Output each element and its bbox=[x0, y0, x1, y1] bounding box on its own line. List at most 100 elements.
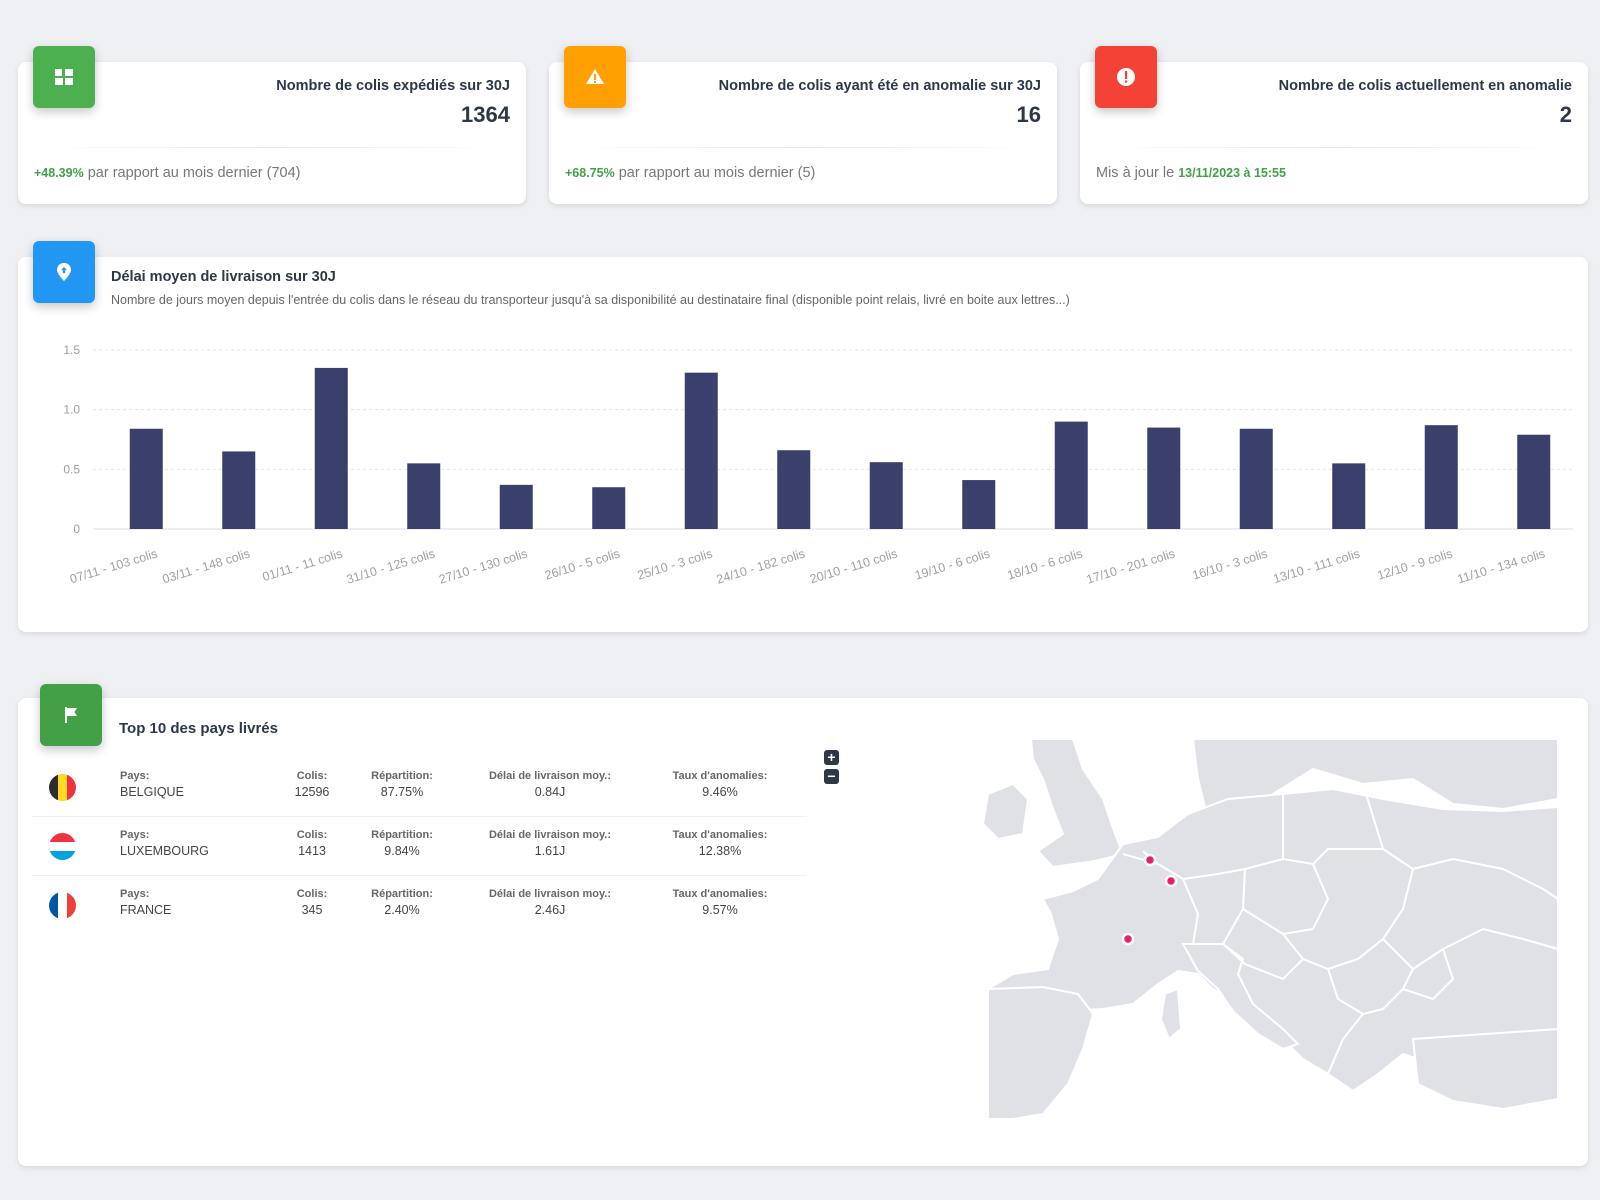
warning-icon bbox=[586, 69, 604, 84]
stat-updated-time: 13/11/2023 à 15:55 bbox=[1178, 166, 1286, 180]
country-parcels-label: Colis: bbox=[296, 888, 328, 900]
alert-circle-icon bbox=[1117, 68, 1135, 86]
chart-title: Délai moyen de livraison sur 30J bbox=[111, 269, 336, 285]
map-marker-luxembourg[interactable] bbox=[1164, 874, 1178, 888]
map-marker-france[interactable] bbox=[1121, 932, 1135, 946]
chart-ytick-label: 1.5 bbox=[63, 343, 80, 357]
country-flag-icon bbox=[49, 833, 76, 860]
stat-title: Nombre de colis actuellement en anomalie bbox=[1278, 78, 1572, 94]
country-anomaly-rate-cell: Taux d'anomalies: 9.57% bbox=[673, 888, 768, 917]
top-countries-card: Top 10 des pays livrés Pays: BELGIQUE Coli… bbox=[18, 684, 1588, 1166]
flag-icon bbox=[65, 707, 77, 723]
chart-xtick-label: 01/11 - 11 colis bbox=[261, 546, 344, 584]
chart-xtick-label: 03/11 - 148 colis bbox=[161, 546, 252, 586]
country-share-cell: Répartition: 2.40% bbox=[371, 888, 433, 917]
map-land-corsica bbox=[1159, 987, 1183, 1041]
stat-badge-anomaly-30j bbox=[564, 46, 626, 108]
map-markers bbox=[1121, 853, 1178, 946]
stat-badge-anomaly-current bbox=[1095, 46, 1157, 108]
stat-footer: +48.39% par rapport au mois dernier (704… bbox=[34, 165, 301, 181]
country-delay-label: Délai de livraison moy.: bbox=[488, 888, 612, 900]
europe-map[interactable] bbox=[983, 739, 1558, 1119]
chart-bar bbox=[1332, 463, 1366, 529]
chart-subtitle: Nombre de jours moyen depuis l'entrée du… bbox=[111, 293, 1070, 307]
country-delay: 1.61J bbox=[534, 844, 566, 858]
country-delay-cell: Délai de livraison moy.: 1.61J bbox=[489, 829, 611, 858]
stat-change: +68.75% bbox=[565, 166, 615, 180]
country-parcels: 345 bbox=[301, 903, 323, 917]
delivery-delay-chart-card: Délai moyen de livraison sur 30J Nombre … bbox=[18, 241, 1588, 632]
chart-bar bbox=[962, 480, 996, 529]
country-delay-label: Délai de livraison moy.: bbox=[488, 829, 612, 841]
chart-bar bbox=[222, 451, 256, 529]
location-pin-icon bbox=[57, 263, 71, 281]
chart-bar bbox=[777, 450, 811, 529]
country-anomaly-rate-label: Taux d'anomalies: bbox=[672, 829, 768, 841]
map-land-iberia bbox=[987, 985, 1095, 1119]
stat-footer-text: par rapport au mois dernier (5) bbox=[614, 165, 816, 181]
stat-card-shipped: Nombre de colis expédiés sur 30J 1364 +4… bbox=[18, 46, 526, 204]
chart-xtick-label: 11/10 - 134 colis bbox=[1456, 546, 1547, 586]
chart-bar bbox=[1239, 428, 1273, 529]
stat-divider bbox=[38, 147, 506, 148]
country-name-label: Pays: bbox=[120, 770, 150, 782]
countries-title: Top 10 des pays livrés bbox=[119, 720, 278, 737]
chart-bar bbox=[869, 462, 903, 529]
country-share: 87.75% bbox=[380, 785, 424, 799]
chart-bar bbox=[499, 484, 533, 529]
stat-footer-prefix: Mis à jour le bbox=[1096, 165, 1179, 181]
stat-value: 1364 bbox=[461, 102, 510, 127]
country-share-label: Répartition: bbox=[371, 888, 433, 900]
country-name: BELGIQUE bbox=[120, 785, 184, 799]
country-delay-cell: Délai de livraison moy.: 2.46J bbox=[489, 888, 611, 917]
map-land-turkey bbox=[1411, 1027, 1558, 1111]
stat-card-anomaly-30j: Nombre de colis ayant été en anomalie su… bbox=[549, 46, 1057, 204]
stat-change: +48.39% bbox=[34, 166, 84, 180]
country-name-cell: Pays: LUXEMBOURG bbox=[120, 829, 209, 858]
stat-footer-text: par rapport au mois dernier (704) bbox=[83, 165, 301, 181]
chart-xtick-label: 19/10 - 6 colis bbox=[913, 546, 992, 582]
country-name: FRANCE bbox=[120, 903, 172, 917]
chart-ytick-label: 0 bbox=[73, 522, 80, 536]
stat-divider bbox=[1100, 147, 1568, 148]
country-anomaly-rate-label: Taux d'anomalies: bbox=[672, 888, 768, 900]
country-anomaly-rate: 9.57% bbox=[702, 903, 738, 917]
country-share-label: Répartition: bbox=[371, 770, 433, 782]
chart-bar bbox=[407, 463, 441, 529]
country-name-cell: Pays: FRANCE bbox=[120, 888, 171, 917]
country-anomaly-rate: 12.38% bbox=[698, 844, 742, 858]
country-anomaly-rate-cell: Taux d'anomalies: 12.38% bbox=[673, 829, 768, 858]
country-flag-icon bbox=[49, 774, 76, 801]
map-borders bbox=[1092, 783, 1558, 1075]
map-land-ireland bbox=[983, 782, 1030, 841]
chart-bar bbox=[1424, 425, 1458, 529]
country-share-cell: Répartition: 9.84% bbox=[371, 829, 433, 858]
country-share: 9.84% bbox=[384, 844, 420, 858]
chart-bar bbox=[1054, 421, 1088, 529]
parcels-icon bbox=[55, 69, 73, 85]
country-parcels-cell: Colis: 1413 bbox=[297, 829, 328, 858]
country-name: LUXEMBOURG bbox=[120, 844, 209, 858]
country-parcels: 1413 bbox=[298, 844, 326, 858]
country-anomaly-rate-cell: Taux d'anomalies: 9.46% bbox=[673, 770, 768, 799]
country-share-cell: Répartition: 87.75% bbox=[371, 770, 433, 799]
country-parcels: 12596 bbox=[294, 785, 330, 799]
map-marker-belgique[interactable] bbox=[1143, 853, 1157, 867]
chart-xtick-label: 24/10 - 182 colis bbox=[715, 546, 807, 586]
stat-badge-shipped bbox=[33, 46, 95, 108]
chart-badge bbox=[33, 241, 95, 303]
country-name-cell: Pays: BELGIQUE bbox=[120, 770, 184, 799]
country-flag-icon bbox=[49, 892, 76, 919]
chart-bar bbox=[314, 367, 348, 529]
map-zoom-out-button[interactable]: − bbox=[824, 769, 839, 784]
chart-xtick-label: 12/10 - 9 colis bbox=[1376, 546, 1455, 582]
stat-footer: Mis à jour le 13/11/2023 à 15:55 bbox=[1096, 165, 1286, 181]
countries-badge bbox=[40, 684, 102, 746]
chart-xtick-label: 31/10 - 125 colis bbox=[345, 546, 437, 586]
map-zoom-in-button[interactable]: + bbox=[824, 750, 839, 765]
country-parcels-label: Colis: bbox=[296, 829, 328, 841]
chart-xtick-label: 20/10 - 110 colis bbox=[808, 546, 899, 586]
chart-bar bbox=[592, 487, 626, 529]
chart-xtick-label: 27/10 - 130 colis bbox=[437, 546, 529, 586]
country-row: Pays: LUXEMBOURG Colis: 1413 Répartition: 9.8… bbox=[32, 817, 807, 876]
